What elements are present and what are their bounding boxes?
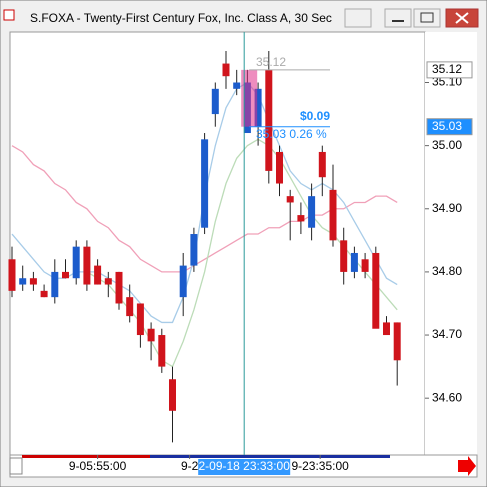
candle-body (276, 151, 283, 184)
price-axis (425, 32, 477, 455)
candle-body (8, 259, 16, 291)
candle-body (94, 265, 102, 285)
measure-box (241, 69, 258, 127)
candle-body (211, 88, 219, 115)
candle-body (393, 322, 401, 361)
price-marker (426, 118, 473, 136)
y-tick-label: 34.80 (432, 264, 462, 278)
candle-body (190, 234, 198, 266)
candle-body (19, 278, 27, 285)
scroll-handle[interactable] (9, 457, 23, 475)
candle-body (233, 82, 241, 89)
candle-body (383, 322, 390, 336)
candle-body (169, 379, 176, 411)
candle-body (62, 271, 69, 279)
crosshair-label-bg (198, 459, 291, 475)
x-tick-label: 9-05:55:00 (69, 459, 127, 473)
candle-body (126, 297, 134, 317)
candle-body (72, 246, 80, 279)
candle-body (201, 139, 209, 228)
measure-high-label: 35.12 (256, 55, 286, 69)
candle-body (147, 328, 155, 342)
y-tick-label: 35.00 (432, 138, 462, 152)
y-tick-label: 34.90 (432, 201, 462, 215)
scroll-track (22, 455, 150, 458)
scroll-track (150, 455, 390, 458)
candle-body (350, 252, 358, 272)
y-tick-label: 34.60 (432, 390, 462, 404)
candle-body (83, 246, 91, 285)
candle-body (308, 196, 316, 228)
minimize-button[interactable] (384, 8, 412, 28)
price-marker-label: 35.12 (432, 62, 462, 76)
candle-body (158, 335, 166, 367)
crosshair-label: 2-09-18 23:33:00 (198, 459, 290, 473)
candle-body (329, 189, 337, 241)
candle-body (372, 252, 380, 329)
candle-body (115, 271, 123, 304)
candle-body (297, 215, 305, 222)
price-marker (426, 61, 473, 79)
x-tick-label: 9-23:35:00 (291, 459, 349, 473)
candle-body (179, 265, 187, 298)
y-tick-label: 34.70 (432, 327, 462, 341)
candle-body (286, 196, 294, 203)
candle-body (40, 290, 48, 298)
candle-body (340, 240, 348, 272)
measure-change: $0.09 (300, 109, 330, 123)
candle-body (361, 259, 369, 272)
measure-percent: 35.03 0.26 % (256, 127, 327, 141)
maximize-button[interactable] (413, 8, 441, 28)
scroll-right[interactable] (458, 456, 476, 476)
window-title: S.FOXA - Twenty-First Century Fox, Inc. … (30, 11, 332, 25)
candle-body (51, 271, 59, 298)
x-tick-label: 9-2 (181, 459, 199, 473)
link-button[interactable] (344, 8, 372, 28)
plot: 35.1035.0034.9034.8034.7034.609-05:55:00… (8, 32, 473, 475)
candle-body (104, 278, 112, 285)
candle-body (318, 151, 326, 178)
candle-body (222, 63, 230, 77)
candle-body (254, 88, 262, 127)
price-marker-label: 35.03 (432, 119, 462, 133)
candle-body (265, 69, 273, 171)
app-icon (3, 9, 15, 21)
candle-body (136, 303, 144, 336)
candle-body (29, 278, 37, 285)
